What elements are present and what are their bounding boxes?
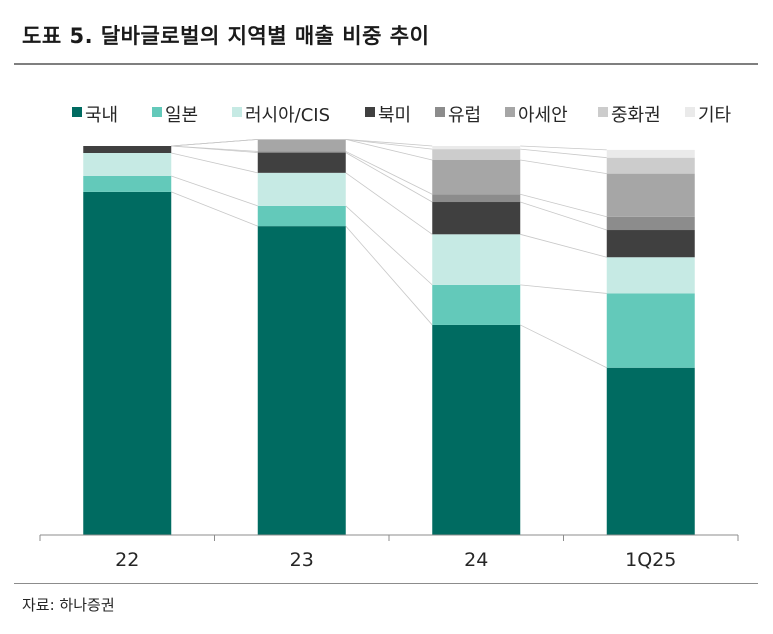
connector-line bbox=[520, 145, 607, 151]
connector-line bbox=[171, 145, 258, 152]
bar-segment-북미 bbox=[83, 146, 172, 154]
bar-segment-유럽 bbox=[257, 151, 346, 153]
legend-label: 기타 bbox=[698, 105, 732, 126]
connector-line bbox=[171, 138, 258, 147]
x-tick-label: 24 bbox=[464, 549, 488, 571]
connector-line bbox=[520, 159, 607, 175]
connector-line bbox=[520, 201, 607, 231]
legend-swatch bbox=[435, 107, 445, 117]
x-tick-label: 22 bbox=[115, 549, 139, 571]
bar-segment-일본 bbox=[432, 284, 521, 325]
chart-title: 도표 5. 달바글로벌의 지역별 매출 비중 추이 bbox=[22, 24, 430, 48]
connector-line bbox=[345, 225, 433, 326]
connector-line bbox=[171, 191, 258, 227]
legend-swatch bbox=[365, 107, 375, 117]
legend-item-6: 중화권 bbox=[598, 105, 661, 126]
bar-segment-중화권 bbox=[432, 149, 521, 161]
bar-segment-러시아/CIS bbox=[606, 257, 695, 294]
source-divider bbox=[14, 583, 758, 584]
connector-line bbox=[520, 193, 607, 218]
legend-label: 아세안 bbox=[518, 105, 568, 126]
bar-segment-일본 bbox=[606, 293, 695, 368]
source-note: 자료: 하나증권 bbox=[22, 596, 115, 614]
bar-segment-일본 bbox=[257, 205, 346, 227]
legend-swatch bbox=[232, 107, 242, 117]
connector-line bbox=[171, 175, 258, 207]
legend-label: 일본 bbox=[165, 105, 198, 126]
legend-swatch bbox=[685, 107, 695, 117]
bar-segment-유럽 bbox=[606, 216, 695, 231]
bar-segment-북미 bbox=[432, 202, 521, 235]
connector-line bbox=[345, 151, 433, 195]
bars bbox=[83, 139, 695, 536]
bar-segment-아세안 bbox=[432, 160, 521, 195]
bar-segment-국내 bbox=[83, 191, 172, 536]
legend-label: 중화권 bbox=[611, 105, 661, 126]
legend-item-0: 국내 bbox=[72, 105, 118, 126]
connector-line bbox=[520, 233, 607, 258]
legend-swatch bbox=[152, 107, 162, 117]
bar-segment-국내 bbox=[257, 226, 346, 535]
legend-swatch bbox=[598, 107, 608, 117]
legend-label: 유럽 bbox=[448, 105, 481, 126]
bar-segment-유럽 bbox=[432, 194, 521, 203]
bar-segment-국내 bbox=[432, 324, 521, 535]
legend-item-4: 유럽 bbox=[435, 105, 481, 126]
legend-item-1: 일본 bbox=[152, 105, 198, 126]
bar-segment-러시아/CIS bbox=[432, 234, 521, 285]
connector-line bbox=[345, 138, 433, 150]
connector-line bbox=[345, 138, 433, 161]
bar-segment-북미 bbox=[606, 230, 695, 258]
connector-line bbox=[345, 138, 433, 147]
bar-segment-아세안 bbox=[606, 173, 695, 217]
bar-segment-기타 bbox=[432, 146, 521, 150]
bar-segment-러시아/CIS bbox=[83, 153, 172, 176]
legend-swatch bbox=[505, 107, 515, 117]
legend-item-3: 북미 bbox=[365, 105, 411, 126]
bar-segment-러시아/CIS bbox=[257, 172, 346, 206]
connector-line bbox=[171, 152, 258, 174]
title-divider bbox=[14, 63, 758, 65]
connector-line bbox=[345, 152, 433, 203]
legend-label: 국내 bbox=[85, 105, 118, 126]
bar-segment-일본 bbox=[83, 175, 172, 192]
connector-line bbox=[520, 284, 607, 294]
legend-label: 북미 bbox=[378, 105, 411, 126]
x-axis: 22 23 24 1Q25 bbox=[39, 534, 739, 571]
legend-swatch bbox=[72, 107, 82, 117]
legend-item-2: 러시아/CIS bbox=[232, 105, 330, 126]
connector-line bbox=[520, 148, 607, 159]
x-tick-label: 23 bbox=[290, 549, 314, 571]
legend-label: 러시아/CIS bbox=[245, 105, 330, 126]
legend: 국내 일본 러시아/CIS 북미 유럽 아세안 중화권 기타 bbox=[72, 105, 732, 126]
bar-segment-중화권 bbox=[606, 157, 695, 174]
legend-item-5: 아세안 bbox=[505, 105, 568, 126]
bar-segment-국내 bbox=[606, 367, 695, 535]
bar-segment-기타 bbox=[606, 149, 695, 158]
bar-segment-아세안 bbox=[257, 139, 346, 152]
connector-line bbox=[520, 324, 607, 369]
connector-line bbox=[345, 205, 433, 286]
connector-lines bbox=[171, 138, 607, 369]
connector-line bbox=[345, 172, 433, 235]
legend-item-7: 기타 bbox=[685, 105, 732, 126]
bar-segment-북미 bbox=[257, 152, 346, 173]
x-tick-label: 1Q25 bbox=[625, 549, 676, 571]
